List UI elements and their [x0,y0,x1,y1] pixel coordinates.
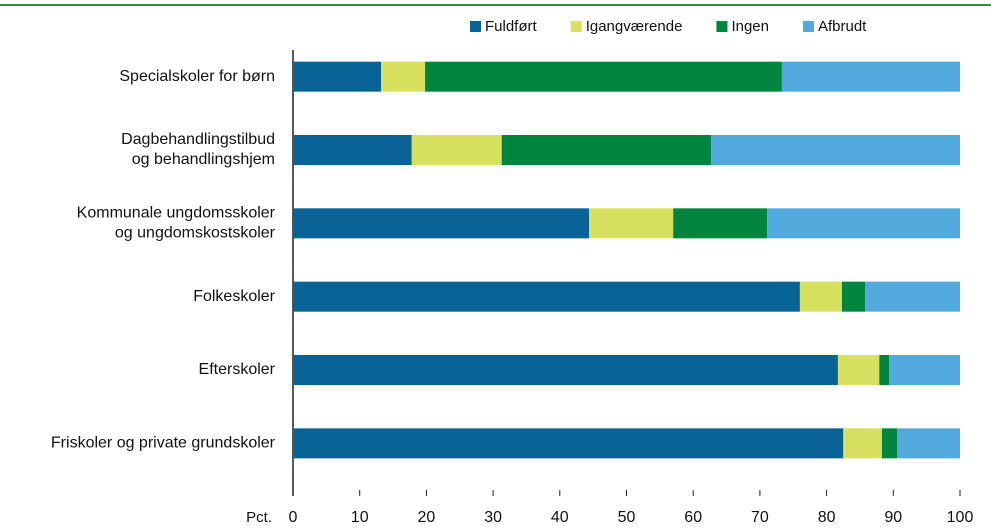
legend-label: Igangværende [586,18,683,35]
bar-segment [767,208,960,239]
legend-swatch [470,21,481,32]
y-tick-label: Dagbehandlingstilbud [121,131,275,148]
bar-segment [589,208,674,239]
legend-swatch [802,21,814,32]
y-tick-label: Efterskoler [199,361,276,378]
legend-label: Ingen [731,18,769,35]
bar-segment [897,428,960,459]
y-tick-label: Friskoler og private grundskoler [51,435,276,452]
legend-swatch [716,21,728,32]
x-tick-label: 70 [751,509,769,526]
bar-segment [881,428,898,459]
y-tick-label: Kommunale ungdomsskoler [77,205,276,222]
x-tick-label: 0 [289,509,298,526]
bar-segment [865,281,960,312]
bar-segment [293,428,844,459]
x-tick-label: 80 [818,509,836,526]
bar-segment [889,355,960,385]
bar-segment [879,355,890,385]
x-tick-label: 40 [551,509,569,526]
bar-segment [293,208,590,239]
bar-segment [799,281,842,312]
y-tick-label: og ungdomskostskoler [115,225,276,242]
x-tick-label: 10 [351,509,369,526]
bar-segment [293,355,838,385]
bar-segment [501,135,712,165]
bar-segment [293,281,800,312]
bar-segment [781,61,960,92]
y-tick-label: og behandlingshjem [132,151,275,168]
x-axis-label: Pct. [246,509,272,526]
bar-segment [673,208,768,239]
bar-segment [843,428,882,459]
bar-segment [711,135,960,165]
y-tick-label: Specialskoler for børn [119,68,275,85]
x-tick-label: 50 [618,509,636,526]
x-tick-label: 90 [884,509,902,526]
bar-segment [837,355,880,385]
legend-label: Fuldført [485,18,538,35]
x-tick-label: 30 [484,509,502,526]
bar-segment [293,135,412,165]
x-tick-label: 20 [418,509,436,526]
bar-segment [425,61,782,92]
bar-segment [411,135,502,165]
bar-segment [293,61,382,92]
x-tick-label: 100 [947,509,974,526]
x-tick-label: 60 [684,509,702,526]
y-tick-label: Folkeskoler [193,288,275,305]
bar-segment [841,281,866,312]
bar-segment [381,61,426,92]
legend-label: Afbrudt [818,18,867,35]
legend-swatch [570,21,582,32]
